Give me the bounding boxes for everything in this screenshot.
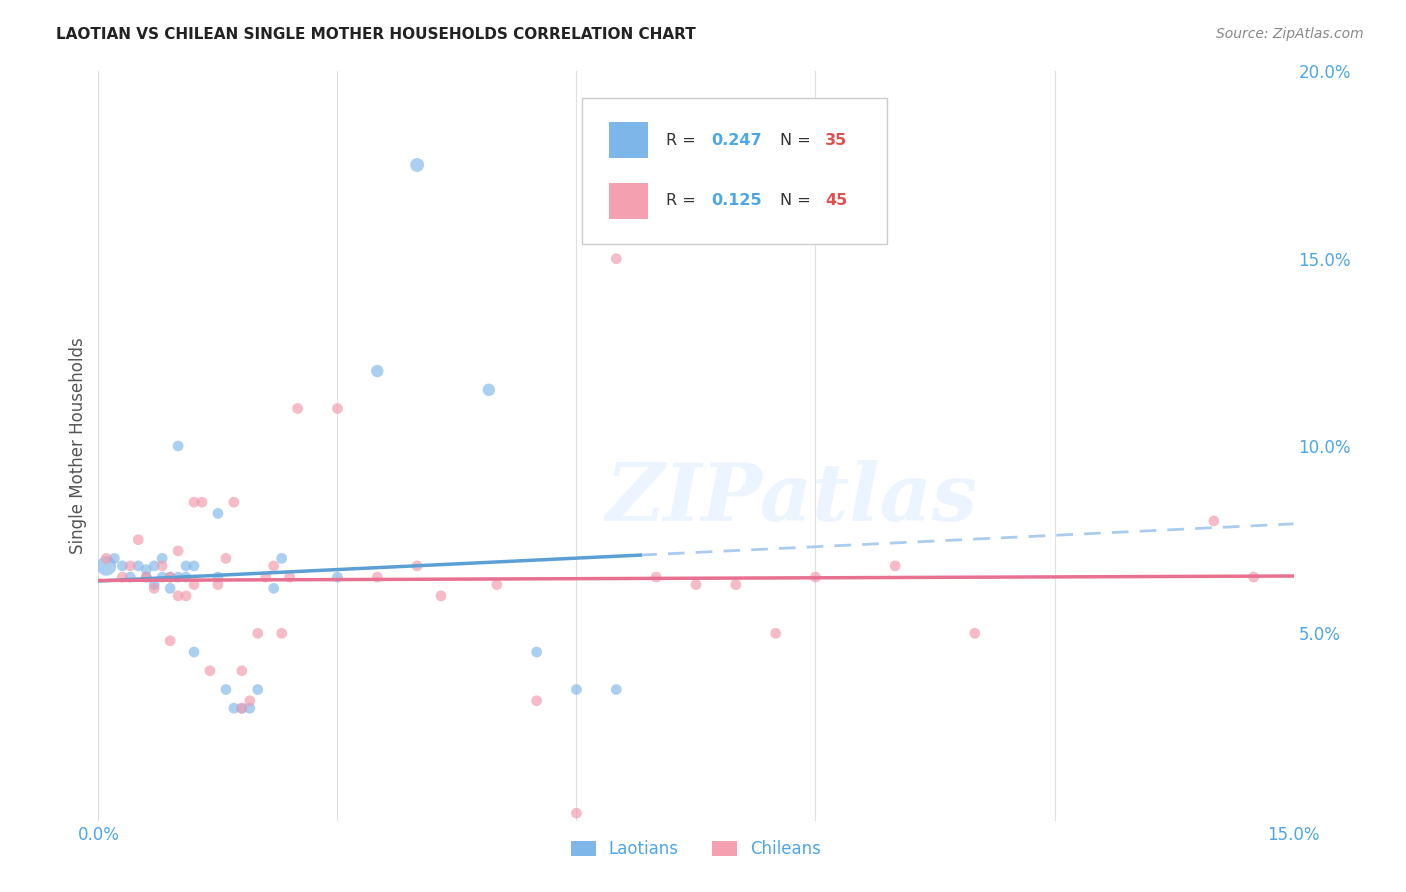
Point [366,570,388,584]
Point [159,633,181,648]
Point [159,582,181,596]
Point [326,401,349,416]
Point [198,664,221,678]
Y-axis label: Single Mother Households: Single Mother Households [69,338,87,554]
Point [287,401,309,416]
Text: N =: N = [779,133,815,148]
Point [605,682,627,697]
Point [231,701,253,715]
Text: ZIPatlas: ZIPatlas [606,459,977,537]
Point [246,626,269,640]
Point [478,383,501,397]
Text: 45: 45 [825,194,848,209]
Text: Source: ZipAtlas.com: Source: ZipAtlas.com [1216,27,1364,41]
FancyBboxPatch shape [609,122,648,159]
Point [526,694,548,708]
Point [884,558,907,573]
Point [96,551,118,566]
Point [135,570,157,584]
Point [150,570,173,584]
Point [278,570,301,584]
Point [685,577,707,591]
Point [143,558,166,573]
Point [565,682,588,697]
Point [254,570,277,584]
Point [183,495,205,509]
Text: R =: R = [666,194,702,209]
Point [111,558,134,573]
Point [174,558,197,573]
Legend: Laotians, Chileans: Laotians, Chileans [564,833,828,864]
Point [231,701,253,715]
Point [1202,514,1225,528]
Point [167,544,190,558]
Point [222,495,245,509]
Point [167,589,190,603]
Point [963,626,986,640]
Point [150,558,173,573]
Point [724,577,747,591]
Text: N =: N = [779,194,815,209]
Point [263,558,285,573]
Point [366,364,388,378]
Point [270,551,292,566]
Point [183,645,205,659]
Text: 35: 35 [825,133,848,148]
Point [565,806,588,821]
Point [135,563,157,577]
FancyBboxPatch shape [609,183,648,219]
Point [127,533,149,547]
Point [406,558,429,573]
Point [645,570,668,584]
Point [406,158,429,172]
Point [222,701,245,715]
Point [183,558,205,573]
Point [183,577,205,591]
Point [1243,570,1265,584]
Point [765,626,787,640]
Point [143,582,166,596]
FancyBboxPatch shape [582,97,887,244]
Point [111,570,134,584]
Point [174,589,197,603]
Point [120,558,142,573]
Point [207,570,229,584]
Point [159,570,181,584]
Point [207,577,229,591]
Point [605,252,627,266]
Point [231,664,253,678]
Text: LAOTIAN VS CHILEAN SINGLE MOTHER HOUSEHOLDS CORRELATION CHART: LAOTIAN VS CHILEAN SINGLE MOTHER HOUSEHO… [56,27,696,42]
Point [150,551,173,566]
Point [143,577,166,591]
Point [526,645,548,659]
Point [239,701,262,715]
Point [127,558,149,573]
Point [167,570,190,584]
Point [804,570,827,584]
Point [135,570,157,584]
Point [207,507,229,521]
Point [215,682,238,697]
Point [159,570,181,584]
Text: 0.247: 0.247 [711,133,762,148]
Point [239,694,262,708]
Point [246,682,269,697]
Point [174,570,197,584]
Point [191,495,214,509]
Point [430,589,453,603]
Text: R =: R = [666,133,702,148]
Point [485,577,508,591]
Point [120,570,142,584]
Point [103,551,125,566]
Text: 0.125: 0.125 [711,194,762,209]
Point [167,439,190,453]
Point [326,570,349,584]
Point [270,626,292,640]
Point [263,582,285,596]
Point [96,558,118,573]
Point [215,551,238,566]
